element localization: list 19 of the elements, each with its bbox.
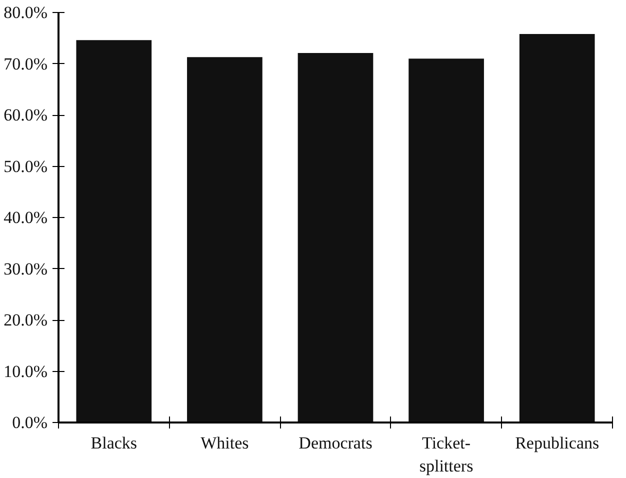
bar [519, 34, 595, 422]
x-tick-label: Republicans [515, 434, 600, 452]
y-tick-label: 80.0% [4, 3, 48, 22]
bar [76, 40, 152, 422]
y-tick-label: 20.0% [4, 310, 48, 330]
bar [187, 57, 262, 422]
bar [298, 52, 374, 422]
bar [408, 58, 484, 422]
y-tick-label: 10.0% [4, 362, 48, 381]
y-tick-label: 70.0% [4, 54, 48, 74]
y-tick-label: 0.0% [12, 413, 48, 432]
x-tick-label: Whites [200, 434, 249, 452]
y-tick-label: 40.0% [4, 208, 48, 227]
y-tick-label: 50.0% [4, 156, 48, 176]
x-tick-label: Blacks [90, 434, 138, 452]
y-tick-label: 30.0% [4, 259, 48, 278]
x-tick-label: Ticket- splitters [419, 434, 474, 476]
x-tick-label: Democrats [298, 434, 372, 452]
y-tick-label: 60.0% [4, 106, 48, 124]
